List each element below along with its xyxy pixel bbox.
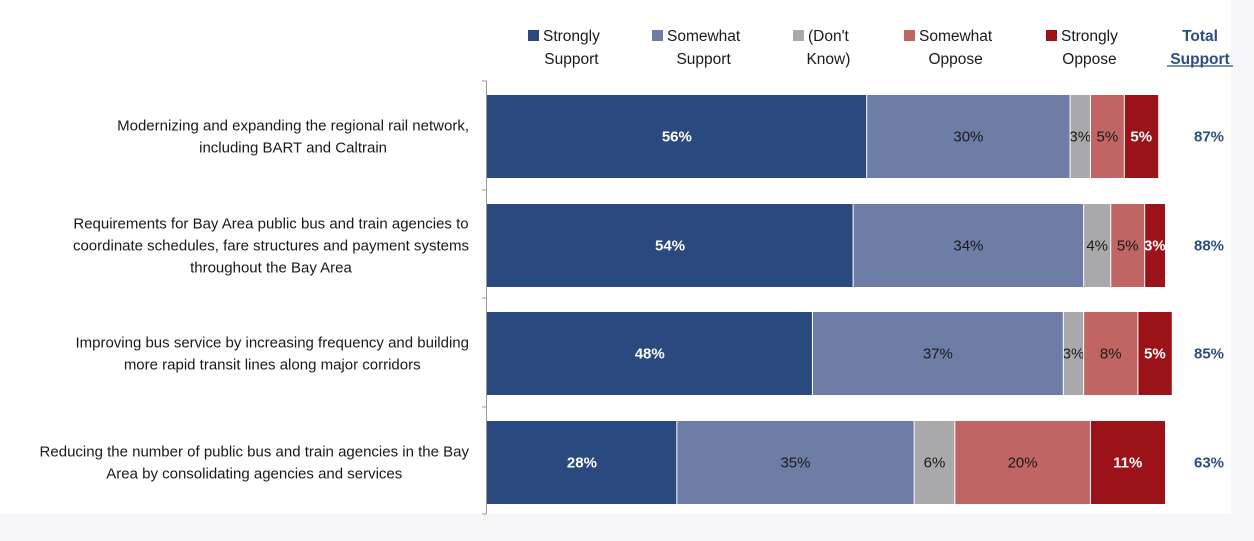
category-labels: Modernizing and expanding the regional r… bbox=[40, 118, 470, 483]
bar-segment bbox=[1070, 95, 1091, 178]
category-label-line: Improving bus service by increasing freq… bbox=[75, 335, 469, 352]
category-label-line: including BART and Caltrain bbox=[199, 140, 387, 157]
data-label: 11% bbox=[1113, 455, 1142, 472]
legend-label: Strongly bbox=[1061, 28, 1118, 45]
bar-segment bbox=[487, 421, 677, 504]
legend-item: Strongly Oppose bbox=[1046, 28, 1118, 68]
legend-swatch bbox=[793, 30, 804, 41]
legend-label: Support bbox=[544, 51, 599, 68]
bar-segment bbox=[676, 421, 915, 504]
bar-segment bbox=[1090, 421, 1165, 504]
data-label: 3% bbox=[1069, 129, 1091, 146]
bar-segment bbox=[1083, 204, 1111, 287]
bar-segment bbox=[853, 204, 1084, 287]
total-support-header: Total Support bbox=[1167, 28, 1233, 68]
data-label: 4% bbox=[1086, 238, 1108, 255]
data-label: 48% bbox=[635, 346, 665, 363]
legend-label: Support bbox=[676, 51, 731, 68]
data-label: 35% bbox=[780, 455, 810, 472]
chart-area: Strongly Support Somewhat Support (Don't Know… bbox=[39, 28, 1233, 515]
bar-segment bbox=[954, 421, 1091, 504]
legend-item: Strongly Support bbox=[528, 28, 600, 68]
bar-segment bbox=[1110, 204, 1145, 287]
data-label: 28% bbox=[567, 455, 597, 472]
legend-label: Strongly bbox=[543, 28, 600, 45]
total-support-values: 87% 88% 85% 63% bbox=[1194, 129, 1224, 472]
legend-label: Oppose bbox=[928, 51, 982, 68]
data-label: 5% bbox=[1117, 238, 1139, 255]
data-label: 3% bbox=[1063, 346, 1085, 363]
category-label-line: Requirements for Bay Area public bus and… bbox=[73, 216, 468, 233]
legend-swatch bbox=[904, 30, 915, 41]
category-label: Requirements for Bay Area public bus and… bbox=[73, 216, 469, 277]
category-axis bbox=[482, 80, 487, 515]
bar-segment bbox=[1063, 312, 1084, 395]
data-label: 34% bbox=[953, 238, 983, 255]
category-label-line: Reducing the number of public bus and tr… bbox=[40, 444, 470, 461]
data-label: 8% bbox=[1100, 346, 1122, 363]
data-label: 5% bbox=[1097, 129, 1119, 146]
data-label: 6% bbox=[924, 455, 946, 472]
legend-label: (Don't bbox=[808, 28, 850, 45]
bar-segment bbox=[1083, 312, 1138, 395]
bar-segment bbox=[487, 204, 854, 287]
category-label: Modernizing and expanding the regional r… bbox=[117, 118, 469, 157]
data-label: 5% bbox=[1130, 129, 1152, 146]
legend-item: Somewhat Oppose bbox=[904, 28, 993, 68]
legend-label: Somewhat bbox=[667, 28, 741, 45]
legend-swatch bbox=[652, 30, 663, 41]
data-label: 56% bbox=[662, 129, 692, 146]
data-label: 54% bbox=[655, 238, 685, 255]
data-label: 3% bbox=[1144, 238, 1166, 255]
category-label-line: throughout the Bay Area bbox=[190, 260, 352, 277]
bar-segment bbox=[1090, 95, 1125, 178]
legend: Strongly Support Somewhat Support (Don't Know… bbox=[528, 28, 1118, 68]
category-label-line: more rapid transit lines along major cor… bbox=[124, 357, 421, 374]
category-label: Improving bus service by increasing freq… bbox=[75, 335, 469, 374]
category-label-line: Modernizing and expanding the regional r… bbox=[117, 118, 469, 135]
total-support-value: 63% bbox=[1194, 455, 1224, 472]
bar-segment bbox=[866, 95, 1071, 178]
total-support-value: 85% bbox=[1194, 346, 1224, 363]
data-label: 20% bbox=[1008, 455, 1038, 472]
legend-swatch bbox=[1046, 30, 1057, 41]
legend-label: Oppose bbox=[1062, 51, 1116, 68]
legend-item: Somewhat Support bbox=[652, 28, 741, 68]
bars: 56% 30% 3% 5% 5% 54% 34% 4% 5% 3% 48% 37% 3% 8% 5% 28% 3… bbox=[487, 95, 1172, 504]
data-label: 30% bbox=[953, 129, 983, 146]
bar-segment bbox=[1124, 95, 1159, 178]
legend-label: Know) bbox=[806, 51, 850, 68]
legend-item: (Don't Know) bbox=[793, 28, 850, 68]
category-label: Reducing the number of public bus and tr… bbox=[40, 444, 470, 483]
bar-segment bbox=[1144, 204, 1165, 287]
total-header-label: Support bbox=[1170, 51, 1229, 68]
total-support-value: 87% bbox=[1194, 129, 1224, 146]
bar-segment bbox=[812, 312, 1064, 395]
bar-segment bbox=[1137, 312, 1172, 395]
data-label: 37% bbox=[923, 346, 953, 363]
data-label: 5% bbox=[1144, 346, 1166, 363]
total-header-label: Total bbox=[1182, 28, 1218, 45]
category-label-line: Area by consolidating agencies and servi… bbox=[106, 466, 402, 483]
total-support-value: 88% bbox=[1194, 238, 1224, 255]
bar-segment bbox=[914, 421, 955, 504]
bar-segment bbox=[487, 312, 813, 395]
bar-segment bbox=[487, 95, 867, 178]
legend-label: Somewhat bbox=[919, 28, 993, 45]
legend-swatch bbox=[528, 30, 539, 41]
category-label-line: coordinate schedules, fare structures an… bbox=[73, 238, 469, 255]
